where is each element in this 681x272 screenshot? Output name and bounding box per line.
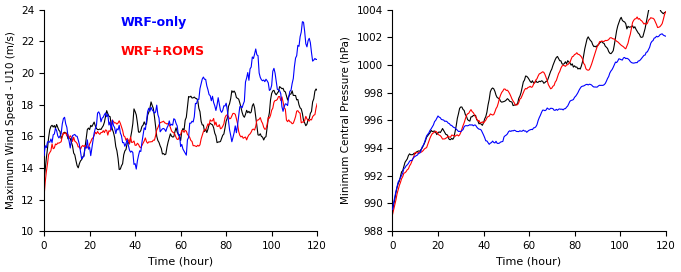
Text: WRF-only: WRF-only	[121, 16, 187, 29]
Y-axis label: Maximum Wind Speed - U10 (m/s): Maximum Wind Speed - U10 (m/s)	[5, 32, 16, 209]
Y-axis label: Minimum Central Pressure (hPa): Minimum Central Pressure (hPa)	[341, 36, 351, 204]
Text: WRF+ROMS: WRF+ROMS	[121, 45, 205, 58]
X-axis label: Time (hour): Time (hour)	[496, 256, 562, 267]
X-axis label: Time (hour): Time (hour)	[148, 256, 213, 267]
